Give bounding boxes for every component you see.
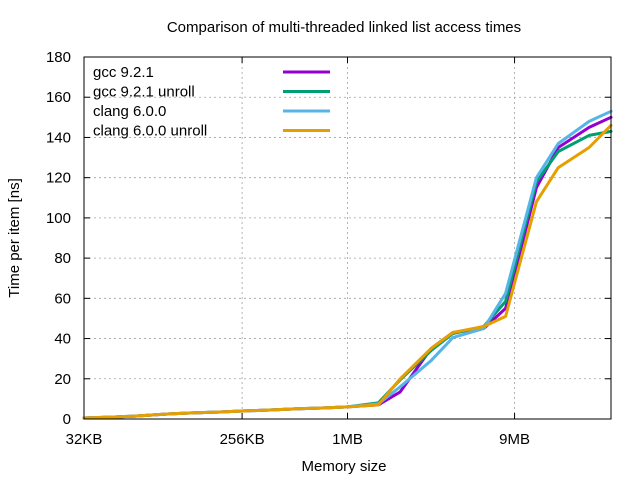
y-tick-label: 80 [54, 250, 71, 267]
series-layer [82, 109, 613, 420]
chart-title: Comparison of multi-threaded linked list… [167, 19, 521, 36]
x-tick-label: 32KB [66, 431, 103, 448]
y-tick-label: 180 [46, 49, 71, 66]
legend-label-3: clang 6.0.0 [93, 103, 166, 120]
x-tick-label: 1MB [332, 431, 363, 448]
y-axis-label: Time per item [ns] [6, 178, 23, 297]
x-axis-label: Memory size [301, 458, 386, 475]
y-tick-label: 160 [46, 89, 71, 106]
legend-label-2: gcc 9.2.1 unroll [93, 84, 195, 101]
x-tick-label: 9MB [499, 431, 530, 448]
y-tick-label: 100 [46, 210, 71, 227]
y-tick-label: 60 [54, 290, 71, 307]
legend-label-1: gcc 9.2.1 [93, 64, 154, 81]
legend: gcc 9.2.1 gcc 9.2.1 unroll clang 6.0.0 clan… [93, 64, 330, 140]
legend-label-4: clang 6.0.0 unroll [93, 123, 207, 140]
y-tick-label: 40 [54, 331, 71, 348]
series-line-4 [82, 123, 613, 420]
series-line-2 [82, 129, 613, 420]
grid-lines [84, 57, 611, 419]
y-tick-label: 140 [46, 129, 71, 146]
y-tick-label: 0 [63, 411, 71, 428]
y-tick-label: 20 [54, 371, 71, 388]
axis-ticks: 0 20 40 60 80 100 120 140 160 180 32KB 256KB 1MB 9MB [46, 49, 611, 448]
x-tick-label: 256KB [220, 431, 265, 448]
y-tick-label: 120 [46, 170, 71, 187]
